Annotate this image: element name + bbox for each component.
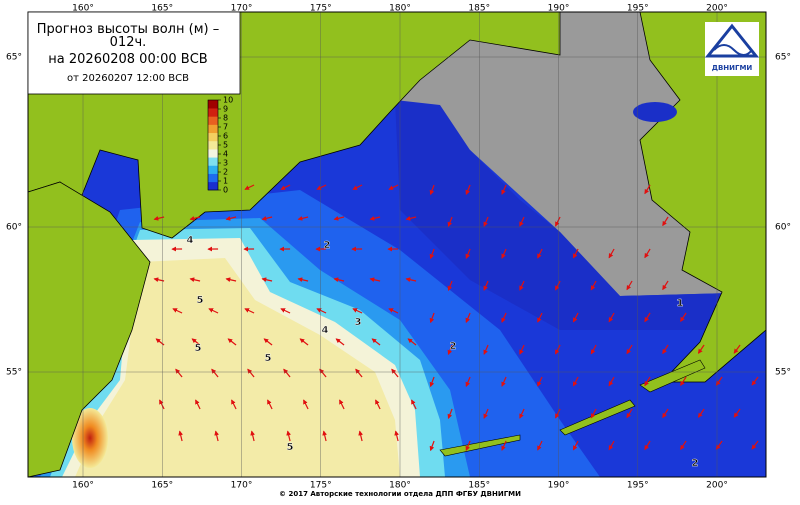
colorbar-swatch — [208, 174, 218, 182]
colorbar-label: 10 — [223, 96, 233, 105]
colorbar-label: 8 — [223, 114, 228, 123]
contour-label: 5 — [287, 442, 294, 453]
latitude-label: 65° — [775, 53, 791, 63]
colorbar-label: 4 — [223, 150, 228, 159]
contour-label: 5 — [265, 353, 272, 364]
title-line: от 20260207 12:00 ВСВ — [67, 73, 189, 84]
latitude-label: 60° — [775, 223, 791, 233]
footer: © 2017 Авторские технологии отдела ДПП Ф… — [279, 490, 521, 498]
colorbar-label: 1 — [223, 177, 228, 186]
colorbar-swatch — [208, 116, 218, 124]
contour-label: 1 — [677, 298, 684, 309]
colorbar-swatch — [208, 133, 218, 141]
longitude-label: 175° — [310, 481, 332, 491]
latitude-label: 55° — [775, 368, 791, 378]
latitude-label: 60° — [6, 223, 22, 233]
longitude-label: 190° — [548, 481, 570, 491]
longitude-label: 175° — [310, 4, 332, 14]
contour-label: 2 — [450, 341, 457, 352]
contour-label: 5 — [195, 343, 202, 354]
longitude-label: 170° — [231, 481, 253, 491]
colorbar-swatch — [208, 100, 218, 108]
colorbar-label: 5 — [223, 141, 228, 150]
colorbar-swatch — [208, 141, 218, 149]
longitude-label: 195° — [627, 4, 649, 14]
longitude-label: 180° — [389, 4, 411, 14]
longitude-label: 160° — [72, 481, 94, 491]
logo-text: ДВНИГМИ — [712, 64, 753, 72]
longitude-label: 165° — [151, 4, 173, 14]
longitude-label: 180° — [389, 481, 411, 491]
title-line: 012ч. — [110, 35, 147, 50]
longitude-label: 185° — [468, 4, 490, 14]
colorbar-label: 7 — [223, 123, 228, 132]
longitude-label: 170° — [231, 4, 253, 14]
latitude-label: 65° — [6, 53, 22, 63]
colorbar-swatch — [208, 157, 218, 165]
contour-label: 3 — [355, 317, 362, 328]
latitude-label: 55° — [6, 368, 22, 378]
contour-label: 5 — [197, 295, 204, 306]
contour-label: 4 — [187, 235, 194, 246]
contour-label: 2 — [324, 240, 331, 251]
longitude-label: 165° — [151, 481, 173, 491]
contour-label: 4 — [322, 325, 329, 336]
colorbar-label: 2 — [223, 168, 228, 177]
norton-sound — [633, 102, 677, 122]
colorbar-label: 6 — [223, 132, 228, 141]
longitude-label: 185° — [468, 481, 490, 491]
colorbar-label: 3 — [223, 159, 228, 168]
colorbar-swatch — [208, 149, 218, 157]
colorbar-swatch — [208, 182, 218, 190]
longitude-label: 190° — [548, 4, 570, 14]
colorbar-swatch — [208, 108, 218, 116]
colorbar-swatch — [208, 125, 218, 133]
colorbar-swatch — [208, 165, 218, 173]
colorbar-label: 0 — [223, 186, 228, 195]
longitude-label: 160° — [72, 4, 94, 14]
title-line: на 20260208 00:00 ВСВ — [48, 52, 207, 67]
contour-label: 2 — [692, 458, 699, 469]
longitude-label: 195° — [627, 481, 649, 491]
longitude-label: 200° — [706, 4, 728, 14]
longitude-label: 200° — [706, 481, 728, 491]
colorbar-label: 9 — [223, 105, 228, 114]
